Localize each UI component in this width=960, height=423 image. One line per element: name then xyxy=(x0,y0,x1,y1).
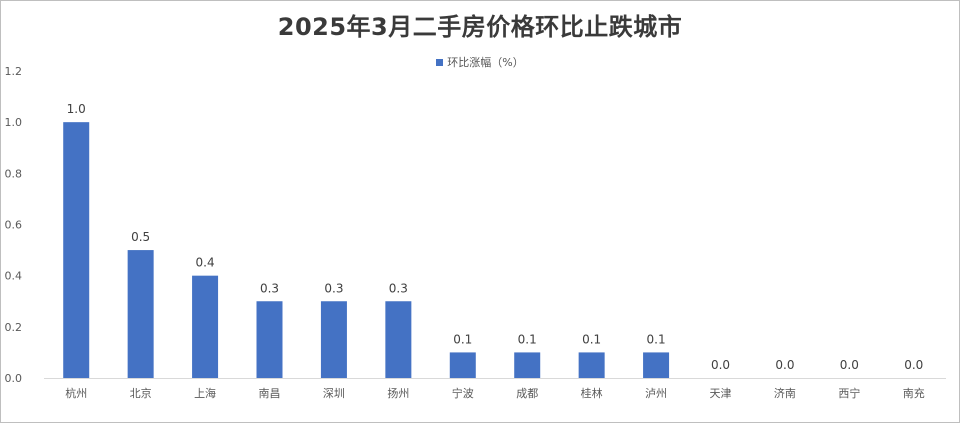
chart-title: 2025年3月二手房价格环比止跌城市 xyxy=(277,13,683,41)
x-tick-label: 西宁 xyxy=(838,386,860,400)
x-tick-label: 桂林 xyxy=(581,386,603,400)
x-tick-label: 成都 xyxy=(516,387,538,400)
bar xyxy=(643,352,670,378)
data-label: 1.0 xyxy=(67,102,86,116)
x-tick-label: 杭州 xyxy=(65,386,87,400)
data-label: 0.0 xyxy=(711,358,730,372)
bar xyxy=(63,122,90,379)
y-tick-label: 1.0 xyxy=(5,116,23,129)
data-label: 0.0 xyxy=(840,358,859,372)
x-tick-label: 南充 xyxy=(903,386,925,400)
bar xyxy=(385,301,412,378)
data-label: 0.1 xyxy=(582,332,601,346)
x-tick-label: 南昌 xyxy=(259,387,281,400)
data-label: 0.1 xyxy=(647,332,666,346)
x-tick-label: 济南 xyxy=(774,386,796,400)
x-tick-label: 天津 xyxy=(710,387,732,400)
bar xyxy=(192,275,219,378)
y-tick-label: 0.0 xyxy=(5,372,23,385)
y-tick-label: 0.4 xyxy=(5,270,23,283)
x-tick-label: 上海 xyxy=(194,386,216,400)
bar xyxy=(320,301,347,378)
data-label: 0.3 xyxy=(324,281,343,295)
bar xyxy=(578,352,605,378)
data-label: 0.3 xyxy=(389,281,408,295)
x-tick-label: 北京 xyxy=(130,386,152,400)
x-tick-label: 泸州 xyxy=(645,387,667,400)
legend-swatch xyxy=(436,58,444,66)
legend: 环比涨幅（%） xyxy=(1,54,959,70)
y-tick-label: 0.2 xyxy=(5,321,23,334)
x-tick-label: 深圳 xyxy=(323,387,345,400)
data-label: 0.0 xyxy=(904,358,923,372)
bar xyxy=(127,250,154,378)
data-label: 0.5 xyxy=(131,230,150,244)
data-label: 0.1 xyxy=(518,332,537,346)
x-tick-label: 扬州 xyxy=(387,386,409,400)
bar xyxy=(256,301,283,378)
data-label: 0.1 xyxy=(453,332,472,346)
y-tick-label: 1.2 xyxy=(5,65,23,78)
legend-label: 环比涨幅（%） xyxy=(447,56,524,69)
data-label: 0.4 xyxy=(196,256,215,270)
y-tick-label: 0.6 xyxy=(5,219,23,232)
bar xyxy=(449,352,476,378)
data-label: 0.0 xyxy=(775,358,794,372)
y-tick-label: 0.8 xyxy=(5,167,23,180)
data-label: 0.3 xyxy=(260,281,279,295)
x-tick-label: 宁波 xyxy=(452,386,474,400)
bar xyxy=(514,352,541,378)
